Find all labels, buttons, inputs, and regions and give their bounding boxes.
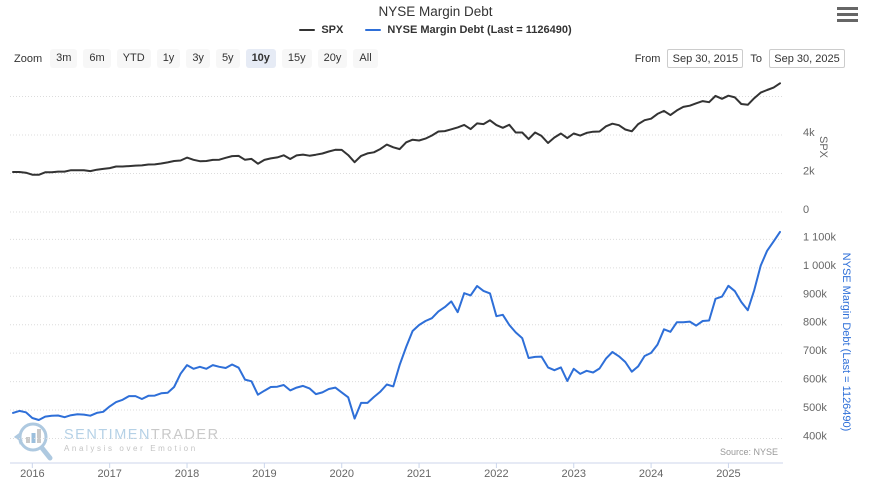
margin-debt-line[interactable] bbox=[12, 230, 781, 421]
legend-label-spx: SPX bbox=[321, 24, 344, 36]
margin-debt-line-swatch-icon bbox=[365, 29, 382, 31]
margin-axis-title: NYSE Margin Debt (Last = 1126490) bbox=[840, 253, 852, 432]
legend-item-margin-debt[interactable]: NYSE Margin Debt (Last = 1126490) bbox=[365, 24, 572, 36]
zoom-button-6m[interactable]: 6m bbox=[83, 49, 111, 68]
spx-tick-label: 2k bbox=[803, 166, 815, 178]
chart-title: NYSE Margin Debt bbox=[378, 4, 493, 19]
margin-tick-label: 500k bbox=[803, 402, 827, 414]
x-tick-label: 2020 bbox=[329, 468, 353, 480]
zoom-button-5y[interactable]: 5y bbox=[215, 49, 240, 68]
from-label: From bbox=[634, 52, 661, 65]
margin-tick-label: 700k bbox=[803, 345, 827, 357]
to-label: To bbox=[750, 52, 762, 65]
x-tick-label: 2023 bbox=[562, 468, 586, 480]
zoom-label: Zoom bbox=[14, 52, 43, 65]
x-tick-label: 2021 bbox=[407, 468, 431, 480]
hamburger-menu-icon[interactable] bbox=[837, 7, 858, 22]
spx-axis-title: SPX bbox=[817, 136, 829, 159]
x-tick-label: 2025 bbox=[716, 468, 740, 480]
zoom-button-15y[interactable]: 15y bbox=[281, 49, 312, 68]
x-tick-label: 2019 bbox=[252, 468, 276, 480]
spx-line[interactable] bbox=[12, 82, 781, 176]
zoom-toolbar: Zoom 3m 6m YTD 1y 3y 5y 10y 15y 20y All bbox=[14, 49, 378, 68]
zoom-button-10y[interactable]: 10y bbox=[245, 49, 276, 68]
spx-tick-label: 0 bbox=[803, 204, 809, 216]
legend-label-margin-debt: NYSE Margin Debt (Last = 1126490) bbox=[387, 24, 572, 36]
watermark-brand-secondary: TRADER bbox=[150, 427, 220, 443]
x-tick-label: 2022 bbox=[484, 468, 508, 480]
margin-tick-label: 400k bbox=[803, 431, 827, 443]
spx-tick-label: 4k bbox=[803, 127, 815, 139]
source-note: Source: NYSE bbox=[719, 447, 778, 457]
margin-tick-label: 900k bbox=[803, 288, 827, 300]
zoom-button-all[interactable]: All bbox=[353, 49, 378, 68]
legend-item-spx[interactable]: SPX bbox=[299, 24, 343, 36]
watermark-tagline: Analysis over Emotion bbox=[64, 444, 198, 454]
x-tick-label: 2017 bbox=[97, 468, 121, 480]
zoom-button-ytd[interactable]: YTD bbox=[116, 49, 151, 68]
margin-tick-label: 600k bbox=[803, 374, 827, 386]
date-range-selector: From To bbox=[635, 49, 845, 68]
sentimentrader-logo-icon bbox=[13, 422, 53, 461]
margin-tick-label: 1 000k bbox=[803, 260, 837, 272]
x-tick-label: 2018 bbox=[175, 468, 199, 480]
margin-tick-label: 800k bbox=[803, 317, 827, 329]
legend: SPX NYSE Margin Debt (Last = 1126490) bbox=[0, 24, 871, 36]
zoom-button-3y[interactable]: 3y bbox=[186, 49, 210, 68]
zoom-button-3m[interactable]: 3m bbox=[50, 49, 78, 68]
x-tick-label: 2016 bbox=[20, 468, 44, 480]
to-date-input[interactable] bbox=[769, 49, 845, 68]
zoom-button-20y[interactable]: 20y bbox=[317, 49, 348, 68]
from-date-input[interactable] bbox=[667, 49, 744, 68]
margin-tick-label: 1 100k bbox=[803, 231, 837, 243]
x-tick-label: 2024 bbox=[639, 468, 663, 480]
spx-line-swatch-icon bbox=[299, 29, 316, 31]
zoom-button-1y[interactable]: 1y bbox=[156, 49, 181, 68]
